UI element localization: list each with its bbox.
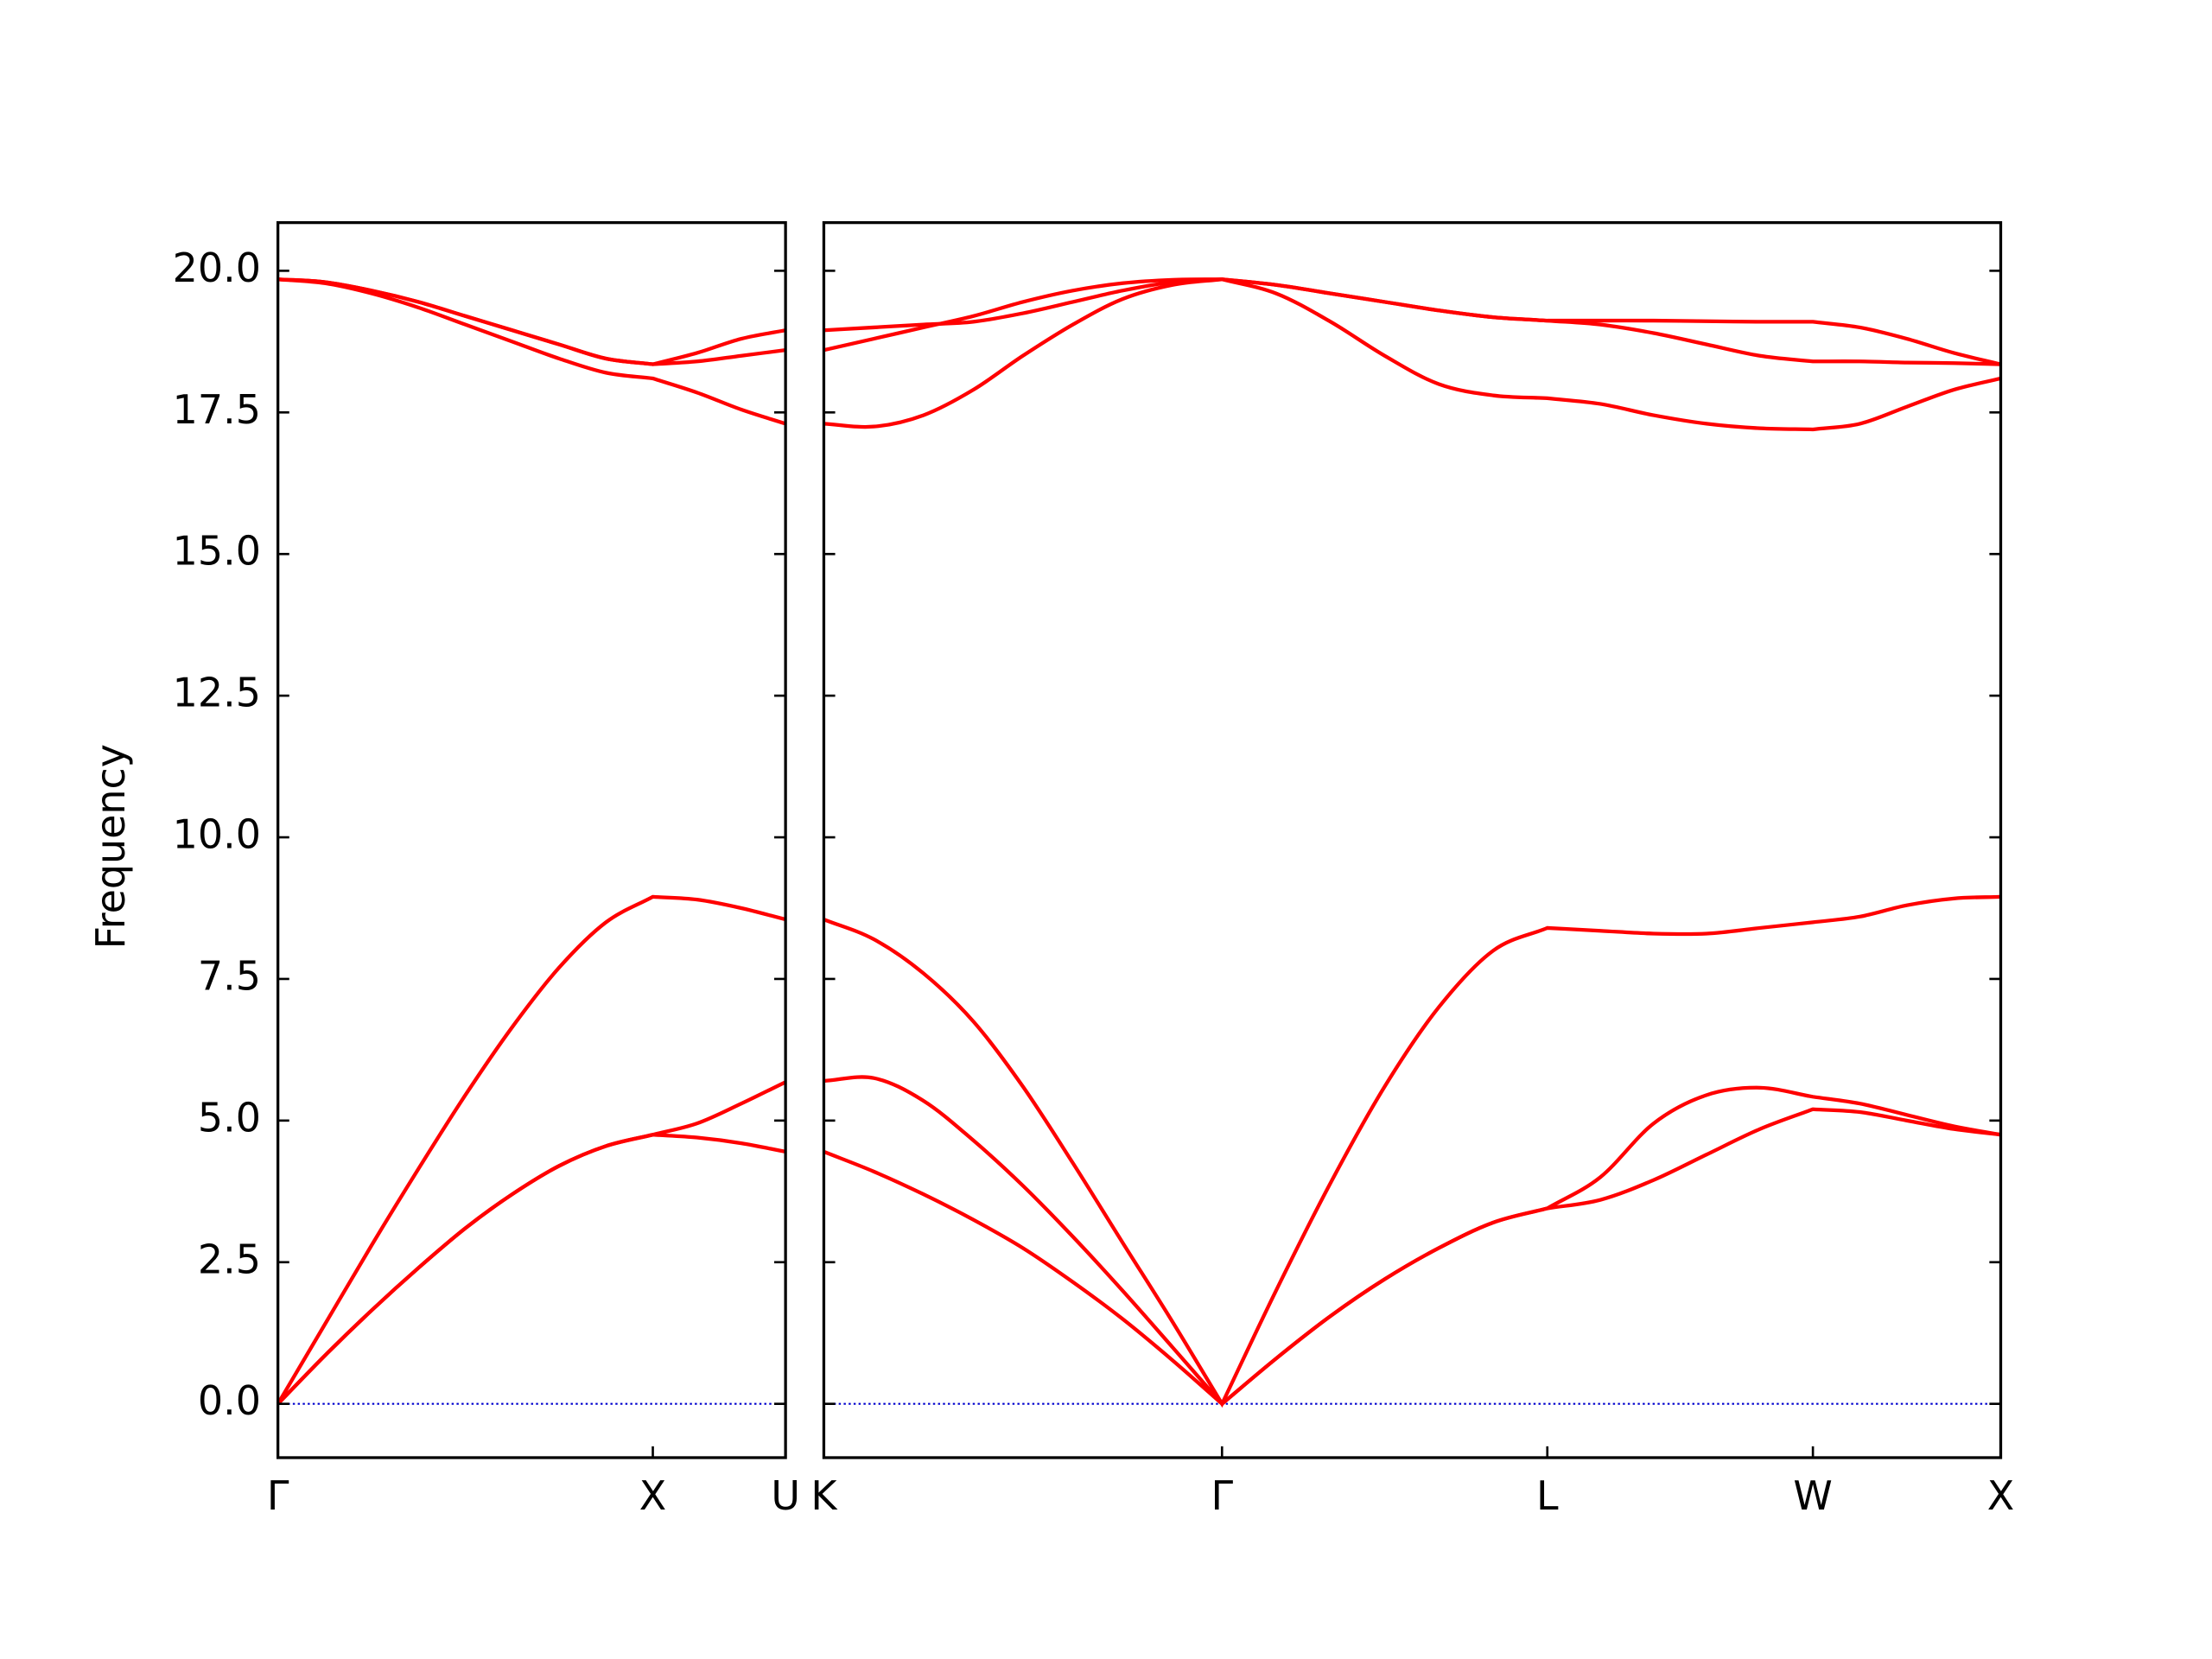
x-tick-label: W xyxy=(1793,1472,1832,1519)
y-tick-label: 15.0 xyxy=(173,528,261,575)
y-tick-label: 10.0 xyxy=(173,811,261,858)
y-axis-label: Frequency xyxy=(87,744,134,949)
band-line xyxy=(823,1075,2001,1407)
panel-frame xyxy=(822,221,2003,1459)
y-tick-label: 12.5 xyxy=(173,670,261,716)
x-tick-label: U xyxy=(771,1472,800,1519)
x-tick-label: Γ xyxy=(1211,1472,1233,1519)
panel-frame xyxy=(276,221,787,1459)
y-tick-label: 7.5 xyxy=(198,952,261,999)
x-tick-label: Γ xyxy=(267,1472,289,1519)
x-tick-label: L xyxy=(1536,1472,1559,1519)
y-tick-label: 2.5 xyxy=(198,1236,261,1282)
band-line xyxy=(277,277,786,426)
band-line xyxy=(276,1080,787,1406)
band-line xyxy=(823,894,2001,1408)
band-line xyxy=(823,277,2001,432)
band-line xyxy=(276,894,786,1405)
band-line xyxy=(823,277,2001,366)
y-tick-label: 17.5 xyxy=(173,386,261,433)
band-line xyxy=(276,1133,786,1406)
x-tick-label: K xyxy=(810,1472,838,1519)
band-line xyxy=(823,1107,2001,1407)
y-tick-label: 5.0 xyxy=(198,1094,261,1141)
band-line xyxy=(277,277,786,366)
y-tick-label: 20.0 xyxy=(173,245,261,291)
band-line xyxy=(277,277,786,366)
y-tick-label: 0.0 xyxy=(198,1377,261,1424)
x-tick-label: X xyxy=(1987,1472,2014,1519)
x-tick-label: X xyxy=(639,1472,666,1519)
